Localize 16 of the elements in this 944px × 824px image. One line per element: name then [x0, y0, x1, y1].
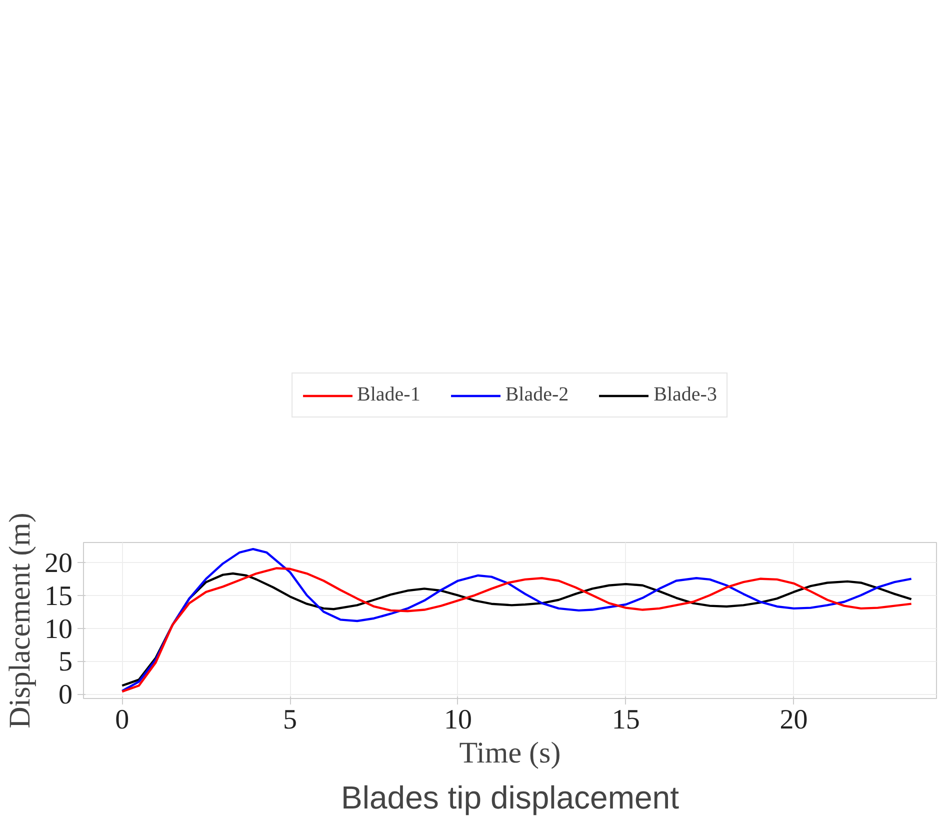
legend-label: Blade-3 — [654, 384, 717, 407]
y-axis-title: Displacement (m) — [4, 512, 36, 728]
x-tick-label: 20 — [780, 704, 808, 736]
y-tick-label: 15 — [44, 580, 72, 612]
x-tick-label: 0 — [115, 704, 130, 736]
y-tick-label: 20 — [44, 548, 72, 579]
legend-label: Blade-1 — [357, 384, 420, 407]
x-tick-label: 5 — [283, 704, 298, 736]
y-tick-label: 0 — [58, 680, 72, 711]
x-tick-label: 15 — [612, 704, 640, 736]
x-tick-label: 10 — [444, 704, 472, 736]
x-axis-title: Time (s) — [459, 736, 561, 770]
text: Blades tip displacement — [341, 780, 680, 816]
y-tick-label: 10 — [44, 614, 72, 645]
y-tick-label: 5 — [58, 646, 72, 678]
legend-label: Blade-2 — [505, 384, 569, 407]
